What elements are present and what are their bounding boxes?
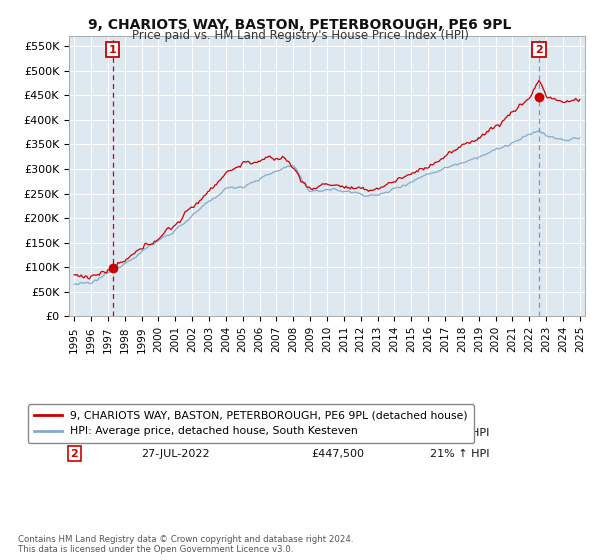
Text: This data is licensed under the Open Government Licence v3.0.: This data is licensed under the Open Gov… <box>18 545 293 554</box>
Text: Price paid vs. HM Land Registry's House Price Index (HPI): Price paid vs. HM Land Registry's House … <box>131 29 469 42</box>
Text: 9, CHARIOTS WAY, BASTON, PETERBOROUGH, PE6 9PL: 9, CHARIOTS WAY, BASTON, PETERBOROUGH, P… <box>88 18 512 32</box>
Text: 30% ↑ HPI: 30% ↑ HPI <box>430 428 490 437</box>
Text: 17-APR-1997: 17-APR-1997 <box>141 428 213 437</box>
Text: £98,500: £98,500 <box>311 428 358 437</box>
Text: £447,500: £447,500 <box>311 449 365 459</box>
Text: 21% ↑ HPI: 21% ↑ HPI <box>430 449 490 459</box>
Legend: 9, CHARIOTS WAY, BASTON, PETERBOROUGH, PE6 9PL (detached house), HPI: Average pr: 9, CHARIOTS WAY, BASTON, PETERBOROUGH, P… <box>28 404 475 443</box>
Text: Contains HM Land Registry data © Crown copyright and database right 2024.: Contains HM Land Registry data © Crown c… <box>18 535 353 544</box>
Text: 1: 1 <box>70 428 78 437</box>
Text: 27-JUL-2022: 27-JUL-2022 <box>141 449 210 459</box>
Text: 1: 1 <box>109 45 116 55</box>
Text: 2: 2 <box>535 45 543 55</box>
Text: 2: 2 <box>70 449 78 459</box>
